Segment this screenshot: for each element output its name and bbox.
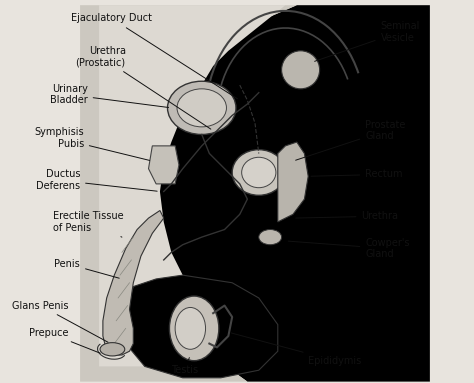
Text: Erectile Tissue
of Penis: Erectile Tissue of Penis	[54, 211, 124, 237]
Ellipse shape	[282, 51, 319, 89]
Text: Seminal
Vesicle: Seminal Vesicle	[315, 21, 420, 61]
Ellipse shape	[177, 89, 227, 127]
Text: Testis: Testis	[171, 358, 198, 375]
Text: Symphisis
Pubis: Symphisis Pubis	[34, 128, 150, 160]
Text: Urethra
(Prostatic): Urethra (Prostatic)	[75, 46, 211, 129]
Text: Ejaculatory Duct: Ejaculatory Duct	[71, 13, 237, 99]
Polygon shape	[103, 211, 164, 355]
Text: Rectum: Rectum	[311, 169, 403, 179]
Text: Penis: Penis	[55, 259, 119, 278]
Polygon shape	[126, 275, 278, 378]
Ellipse shape	[175, 308, 206, 349]
Text: Cowper's
Gland: Cowper's Gland	[288, 238, 410, 259]
Text: Epididymis: Epididymis	[231, 333, 362, 366]
Ellipse shape	[242, 157, 276, 188]
Text: Ductus
Deferens: Ductus Deferens	[36, 169, 157, 191]
Polygon shape	[278, 142, 308, 222]
Text: Urethra: Urethra	[296, 211, 399, 221]
Polygon shape	[148, 146, 179, 184]
Polygon shape	[145, 5, 430, 381]
Ellipse shape	[167, 81, 236, 134]
Text: Urinary
Bladder: Urinary Bladder	[50, 84, 169, 108]
Text: Glans Penis: Glans Penis	[12, 301, 108, 342]
Text: Prostate
Gland: Prostate Gland	[296, 120, 406, 160]
Polygon shape	[99, 5, 285, 367]
Ellipse shape	[259, 229, 282, 245]
Ellipse shape	[100, 343, 125, 356]
Ellipse shape	[232, 150, 285, 195]
Ellipse shape	[169, 296, 219, 361]
Polygon shape	[80, 5, 297, 381]
Text: Prepuce: Prepuce	[29, 328, 100, 353]
